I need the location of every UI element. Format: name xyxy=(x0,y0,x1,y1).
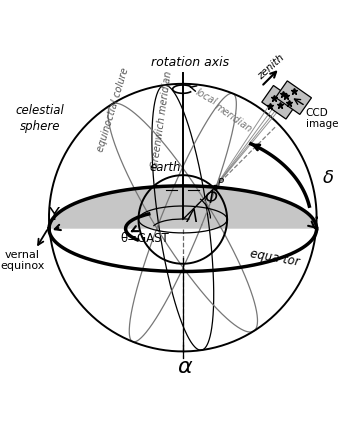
Text: α: α xyxy=(177,357,192,377)
Text: celestial
sphere: celestial sphere xyxy=(15,104,64,133)
Text: Φ: Φ xyxy=(204,189,217,207)
Polygon shape xyxy=(262,85,298,119)
Text: earth: earth xyxy=(150,162,181,174)
Text: Λ: Λ xyxy=(186,208,197,226)
Text: P: P xyxy=(218,178,224,188)
Text: $\Upsilon$: $\Upsilon$ xyxy=(47,206,61,224)
Text: δ: δ xyxy=(323,169,334,187)
Text: CCD
image: CCD image xyxy=(306,108,338,129)
Text: Greenwich meridian: Greenwich meridian xyxy=(151,70,174,169)
Text: meridian: meridian xyxy=(212,102,253,135)
Text: equinoctial colure: equinoctial colure xyxy=(95,67,130,153)
Text: θ=GAST: θ=GAST xyxy=(120,232,169,244)
Text: equa tor: equa tor xyxy=(249,247,301,268)
Text: vernal
equinox: vernal equinox xyxy=(0,250,45,271)
Polygon shape xyxy=(276,81,311,114)
Text: zenith: zenith xyxy=(256,52,286,81)
Text: rotation axis: rotation axis xyxy=(151,56,229,69)
Text: local: local xyxy=(194,87,219,107)
Polygon shape xyxy=(49,186,317,229)
